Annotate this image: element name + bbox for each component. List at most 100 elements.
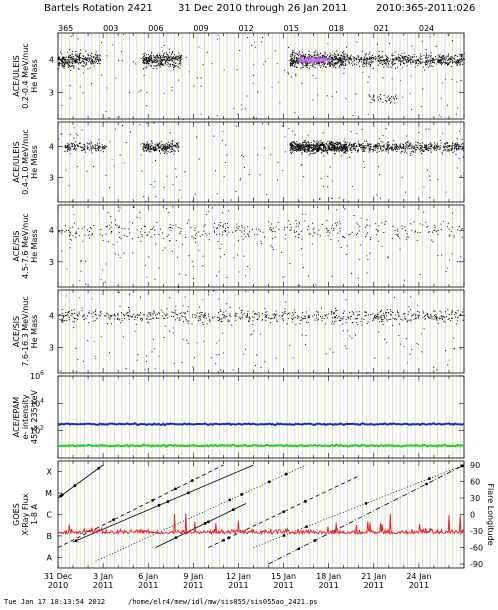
data-point bbox=[332, 146, 334, 148]
data-point bbox=[329, 149, 331, 151]
data-point bbox=[293, 60, 295, 62]
data-point bbox=[65, 169, 67, 171]
data-point bbox=[344, 53, 346, 55]
data-point bbox=[82, 58, 84, 60]
data-point bbox=[77, 228, 79, 230]
data-point bbox=[90, 141, 92, 143]
data-point bbox=[163, 65, 165, 67]
y-tick-label: 3 bbox=[49, 343, 54, 352]
data-point bbox=[398, 56, 400, 58]
data-point bbox=[405, 238, 407, 240]
data-point bbox=[331, 147, 333, 149]
data-point bbox=[178, 142, 180, 144]
data-point bbox=[77, 144, 79, 146]
data-point bbox=[390, 101, 392, 103]
data-point bbox=[445, 146, 447, 148]
data-point bbox=[109, 228, 111, 230]
data-point bbox=[146, 147, 148, 149]
data-point bbox=[113, 165, 115, 167]
data-point bbox=[76, 59, 78, 61]
data-point bbox=[72, 143, 74, 145]
data-point bbox=[340, 62, 342, 64]
data-point bbox=[164, 151, 166, 153]
data-point bbox=[140, 317, 142, 319]
data-point bbox=[290, 60, 292, 62]
data-point bbox=[376, 151, 378, 153]
data-point bbox=[344, 149, 346, 151]
data-point bbox=[314, 148, 316, 150]
data-point bbox=[274, 50, 276, 52]
data-point bbox=[257, 91, 259, 93]
data-point bbox=[106, 55, 108, 57]
data-point bbox=[355, 57, 357, 59]
data-point bbox=[396, 59, 398, 61]
data-point bbox=[402, 62, 404, 64]
data-point bbox=[105, 226, 107, 228]
data-point bbox=[294, 146, 296, 148]
y-axis-label-line: GOES bbox=[12, 503, 21, 526]
data-point bbox=[367, 232, 369, 234]
data-point bbox=[147, 61, 149, 63]
data-point bbox=[317, 94, 319, 96]
data-point bbox=[149, 59, 151, 61]
data-point bbox=[427, 225, 429, 227]
data-point bbox=[319, 145, 321, 147]
data-point bbox=[160, 59, 162, 61]
data-point bbox=[292, 313, 294, 315]
data-point bbox=[89, 61, 91, 63]
data-point bbox=[159, 143, 161, 145]
data-point bbox=[67, 60, 69, 62]
data-point bbox=[309, 145, 311, 147]
data-point bbox=[81, 146, 83, 148]
data-point bbox=[228, 320, 230, 322]
data-point bbox=[325, 315, 327, 317]
data-point bbox=[167, 57, 169, 59]
data-point bbox=[140, 89, 142, 91]
data-point bbox=[82, 143, 84, 145]
data-point bbox=[157, 59, 159, 61]
data-point bbox=[453, 236, 455, 238]
data-point bbox=[143, 150, 145, 152]
data-point bbox=[330, 65, 332, 67]
data-point bbox=[179, 57, 181, 59]
data-point bbox=[437, 59, 439, 61]
data-point bbox=[72, 320, 74, 322]
data-point bbox=[417, 58, 419, 60]
data-point bbox=[458, 59, 460, 61]
data-point bbox=[299, 200, 301, 202]
data-point bbox=[308, 147, 310, 149]
data-point bbox=[337, 58, 339, 60]
data-point bbox=[171, 315, 173, 317]
data-point bbox=[343, 50, 345, 52]
data-point bbox=[444, 143, 446, 145]
data-point bbox=[90, 228, 92, 230]
data-point bbox=[339, 65, 341, 67]
data-point bbox=[342, 55, 344, 57]
data-point bbox=[458, 144, 460, 146]
data-point bbox=[167, 151, 169, 153]
data-point bbox=[394, 58, 396, 60]
data-point bbox=[405, 150, 407, 152]
data-point bbox=[138, 91, 140, 93]
data-point bbox=[61, 250, 63, 252]
data-point bbox=[80, 260, 82, 262]
data-point bbox=[366, 59, 368, 61]
data-point bbox=[297, 57, 299, 59]
data-point bbox=[327, 145, 329, 147]
data-point bbox=[168, 56, 170, 58]
y-tick-label: 4 bbox=[49, 226, 54, 235]
data-point bbox=[145, 144, 147, 146]
data-point bbox=[401, 57, 403, 59]
data-point bbox=[442, 59, 444, 61]
highlight-point bbox=[309, 58, 311, 61]
data-point bbox=[433, 230, 435, 232]
data-point bbox=[434, 142, 436, 144]
data-point bbox=[348, 234, 350, 236]
data-point bbox=[425, 149, 427, 151]
data-point bbox=[220, 318, 222, 320]
data-point bbox=[305, 54, 307, 56]
data-point bbox=[69, 247, 71, 249]
data-point bbox=[119, 154, 121, 156]
data-point bbox=[143, 146, 145, 148]
data-point bbox=[380, 59, 382, 61]
